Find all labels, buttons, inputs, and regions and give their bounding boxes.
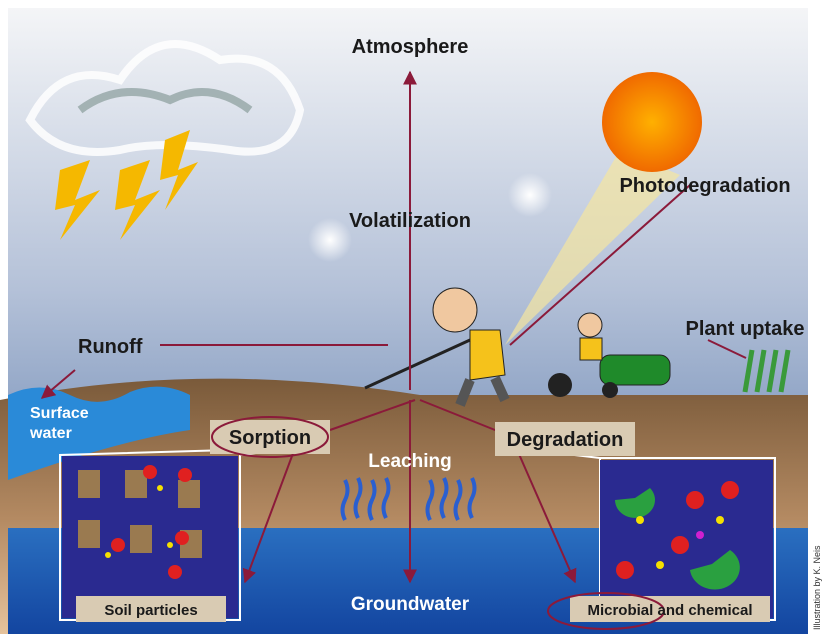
- credit: Illustration by K. Neis: [812, 545, 822, 630]
- label: Runoff: [78, 336, 143, 358]
- label: Leaching: [368, 451, 451, 472]
- label: Volatilization: [349, 210, 471, 232]
- diagram: Atmosphere Volatilization Photodegradati…: [0, 0, 828, 634]
- label: Degradation: [507, 429, 624, 451]
- label: Photodegradation: [619, 175, 790, 197]
- label: Groundwater: [351, 594, 470, 615]
- label: Surface: [30, 405, 89, 422]
- sun: [602, 72, 702, 172]
- glow: [508, 173, 552, 217]
- label: Sorption: [229, 427, 311, 449]
- label: Plant uptake: [686, 318, 805, 340]
- label: Atmosphere: [352, 36, 469, 58]
- glow: [308, 218, 352, 262]
- label: Microbial and chemical: [587, 602, 752, 619]
- label: Soil particles: [104, 602, 197, 619]
- label: water: [29, 425, 72, 442]
